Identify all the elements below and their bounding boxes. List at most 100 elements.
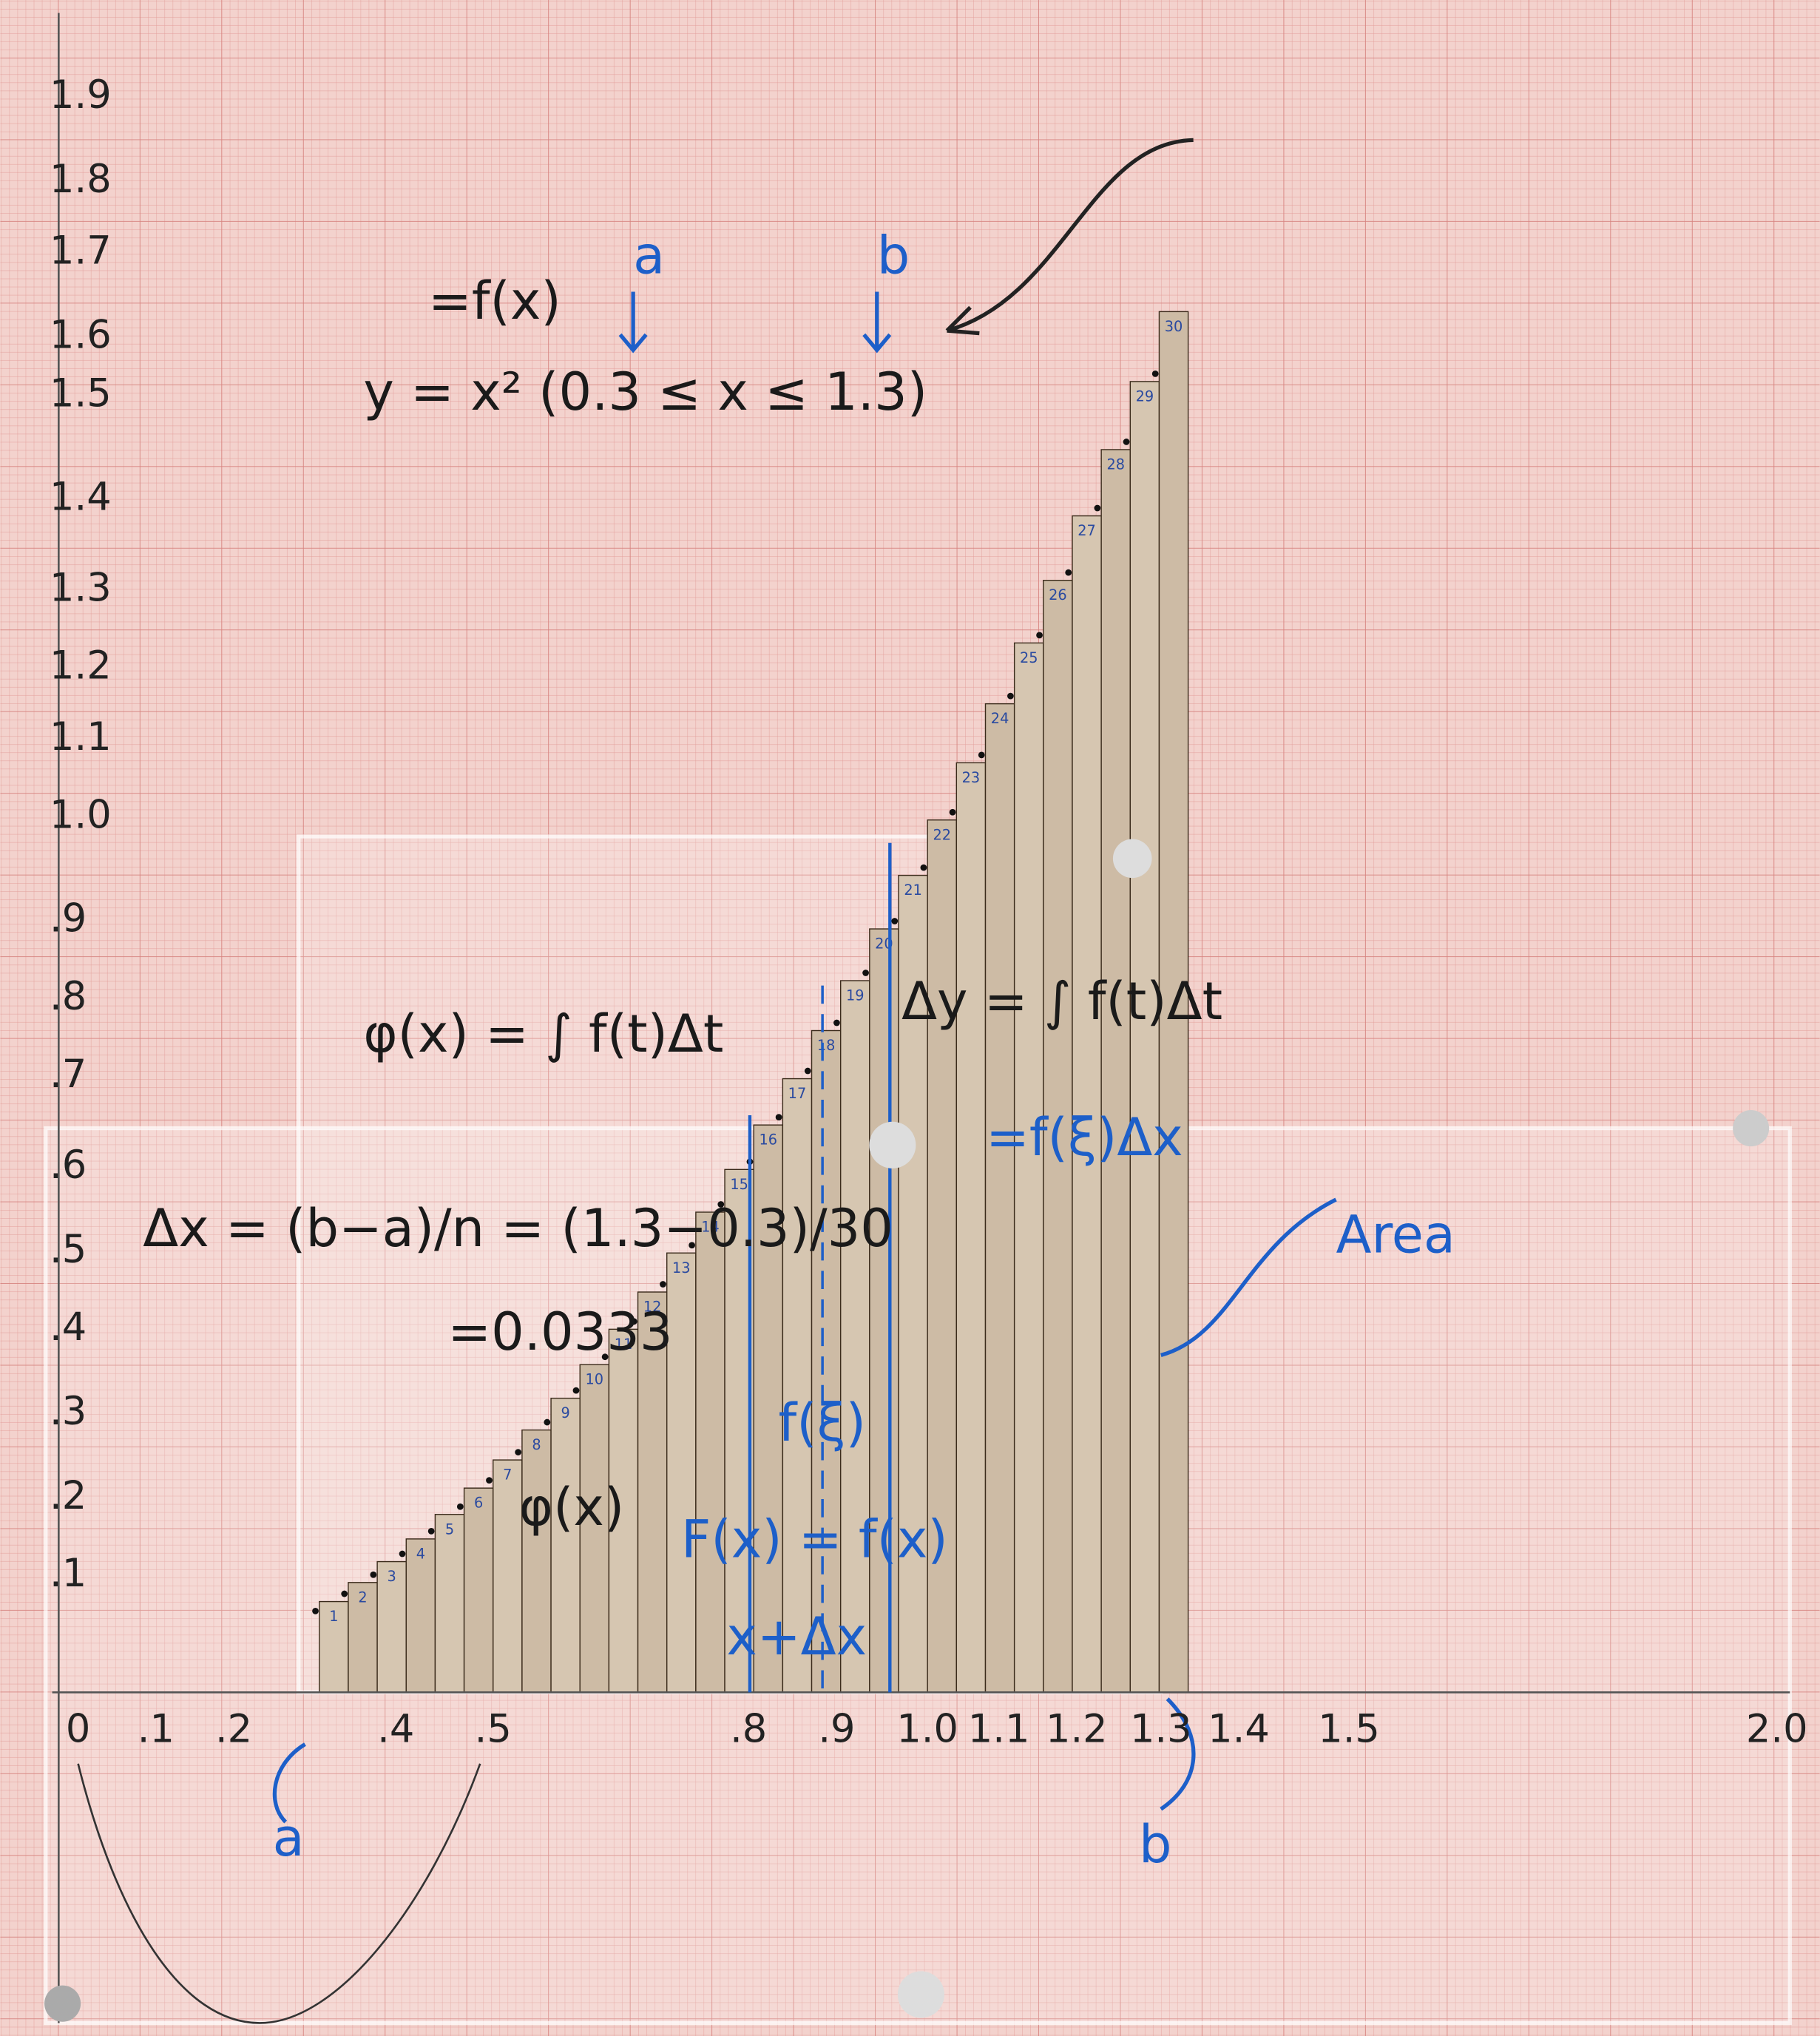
annotation: =f(ξ)Δx — [986, 1107, 1183, 1168]
strip-number: 16 — [760, 1132, 778, 1149]
dot — [920, 864, 927, 871]
wood-strip — [1129, 381, 1160, 1694]
y-label: 1.6 — [50, 313, 112, 358]
arrow — [1160, 1197, 1337, 1357]
annotation: Δx = (b−a)/n = (1.3−0.3)/30 — [143, 1198, 893, 1259]
dot — [689, 1242, 696, 1249]
dot — [1065, 569, 1072, 576]
strip-number: 12 — [643, 1299, 662, 1316]
dot — [1007, 692, 1014, 700]
strip-number: 19 — [846, 987, 865, 1004]
y-label: .8 — [50, 974, 87, 1019]
wood-strip — [405, 1538, 436, 1694]
x-label: 1.2 — [1046, 1707, 1108, 1752]
dot — [804, 1067, 811, 1075]
wood-strip — [1072, 515, 1102, 1694]
wood-strip — [1043, 579, 1073, 1694]
wood-strip — [869, 928, 899, 1694]
annotation: =f(x) — [428, 271, 561, 331]
dot — [978, 751, 985, 759]
y-label: 1.5 — [50, 371, 112, 416]
strip-number: 15 — [730, 1176, 748, 1193]
dot — [833, 1019, 840, 1027]
strip-number: 4 — [416, 1545, 425, 1562]
annotation: F(x) = f(x) — [681, 1509, 948, 1570]
y-label: .4 — [50, 1305, 87, 1350]
dot — [862, 970, 869, 976]
strip-number: 18 — [817, 1037, 836, 1054]
strip-number: 11 — [615, 1336, 633, 1353]
x-label: 1.4 — [1208, 1707, 1270, 1752]
strip-number: 25 — [1020, 649, 1038, 666]
y-label: 1.7 — [50, 229, 112, 274]
dot — [891, 918, 899, 924]
staircase: 1234567891011121314151617181920212223242… — [312, 311, 1189, 1694]
strip-number: 7 — [503, 1467, 512, 1484]
x-label: 1.5 — [1318, 1707, 1380, 1752]
y-label: .1 — [50, 1551, 87, 1596]
wood-strip — [811, 1029, 842, 1694]
pin — [44, 1985, 81, 2022]
x-label: 2.0 — [1746, 1707, 1808, 1752]
wood-strip — [927, 819, 958, 1694]
dot — [341, 1590, 348, 1597]
y-label: .7 — [50, 1052, 87, 1097]
x-label: 1.1 — [968, 1707, 1030, 1752]
wood-strip — [434, 1514, 465, 1694]
dot — [601, 1353, 609, 1361]
y-label: .3 — [50, 1389, 87, 1434]
dot — [427, 1527, 435, 1535]
dot — [544, 1418, 551, 1426]
dot — [1151, 370, 1159, 377]
strip-number: 23 — [962, 769, 981, 786]
pin — [869, 1121, 916, 1168]
y-label: .6 — [50, 1143, 87, 1188]
arrow-head — [945, 305, 980, 336]
wood-strip — [493, 1459, 523, 1694]
strip-number: 17 — [788, 1085, 807, 1102]
pin — [897, 1971, 944, 2018]
x-label: .2 — [215, 1707, 252, 1752]
strip-number: 22 — [933, 826, 951, 843]
annotation: a — [633, 226, 665, 286]
wood-strip — [463, 1487, 494, 1694]
y-label: 1.9 — [50, 72, 112, 118]
strip-number: 5 — [445, 1521, 454, 1538]
dot — [486, 1477, 493, 1484]
arrow — [946, 138, 1194, 333]
strip-number: 8 — [532, 1436, 541, 1453]
wood-strip — [348, 1582, 378, 1694]
strip-number: 9 — [561, 1404, 570, 1421]
strip-number: 30 — [1165, 318, 1183, 335]
strip-number: 2 — [358, 1589, 367, 1606]
annotation: Area — [1336, 1205, 1455, 1265]
wood-strip — [1100, 449, 1131, 1694]
x-label: .9 — [818, 1707, 855, 1752]
wood-strip — [955, 762, 987, 1694]
x-label: 0 — [66, 1707, 90, 1752]
y-label: 1.4 — [50, 475, 112, 520]
dot — [1094, 504, 1101, 512]
annotation: φ(x) = ∫ f(t)Δt — [363, 1004, 723, 1064]
x-label: .1 — [138, 1707, 175, 1752]
annotation: x+Δx — [726, 1606, 867, 1667]
strip-number: 24 — [991, 710, 1009, 727]
strip-number: 10 — [586, 1371, 604, 1388]
strip-number: 26 — [1049, 586, 1067, 603]
arrow — [618, 291, 892, 354]
strip-number: 3 — [388, 1568, 396, 1585]
dot — [1123, 439, 1130, 445]
strip-number: 29 — [1136, 388, 1154, 405]
strip-number: 6 — [474, 1495, 483, 1512]
strip-number: 21 — [904, 882, 922, 899]
dot — [312, 1607, 319, 1614]
dot — [399, 1550, 406, 1558]
strip-number: 1 — [329, 1608, 338, 1625]
annotation: y = x² (0.3 ≤ x ≤ 1.3) — [363, 362, 927, 422]
y-label: .5 — [50, 1227, 87, 1272]
dot — [717, 1201, 725, 1208]
wood-strip — [782, 1078, 813, 1694]
wood-strip — [579, 1364, 610, 1694]
x-label: .4 — [377, 1707, 414, 1752]
